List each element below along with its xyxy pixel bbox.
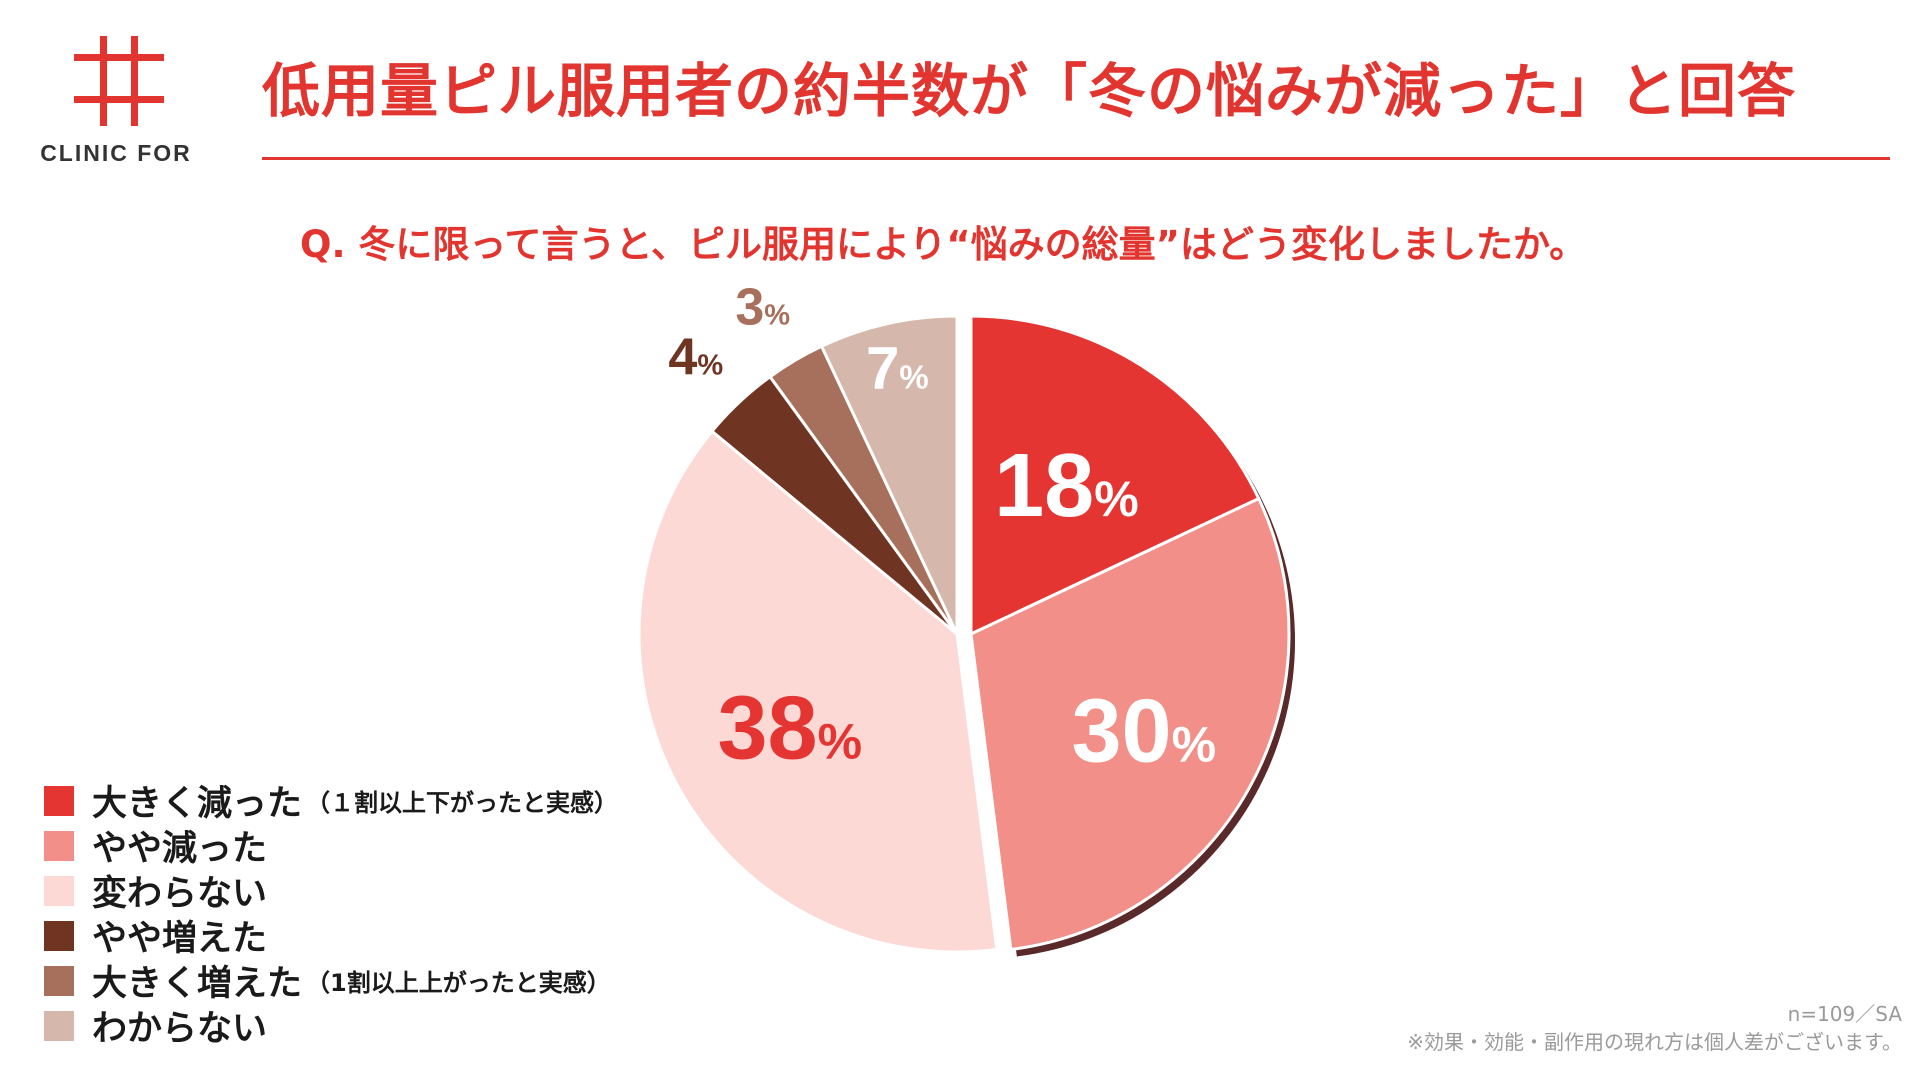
survey-question: Q. 冬に限って言うと、ピル服用により“悩みの総量”はどう変化しましたか。 <box>300 223 1587 266</box>
legend-item: 大きく減った （１割以上下がったと実感） <box>44 778 664 824</box>
disclaimer: ※効果・効能・副作用の現れ方は個人差がございます。 <box>1407 1030 1902 1054</box>
chart-legend: 大きく減った （１割以上下がったと実感） やや減った 変わらない やや増えた 大… <box>44 778 664 1049</box>
legend-label: わからない <box>92 1009 268 1049</box>
pie-data-label: 30% <box>1071 681 1216 781</box>
legend-item: 変わらない <box>44 868 664 914</box>
pie-slice <box>969 496 1291 952</box>
legend-swatch <box>44 875 74 906</box>
pie-data-label: 18% <box>994 436 1139 536</box>
pie-data-label: 4% <box>668 329 723 387</box>
legend-swatch <box>44 965 74 996</box>
legend-label: 大きく減った <box>92 784 303 824</box>
legend-item: わからない <box>44 1003 664 1049</box>
pie-slice <box>637 429 999 954</box>
legend-label: 大きく増えた <box>92 964 303 1004</box>
legend-swatch <box>44 920 74 951</box>
page-title: 低用量ピル服用者の約半数が「冬の悩みが減った」と回答 <box>262 57 1797 125</box>
legend-item: やや減った <box>44 823 664 869</box>
pie-data-label: 38% <box>718 678 863 778</box>
sample-size: n=109／SA <box>1787 1002 1902 1026</box>
legend-item: やや増えた <box>44 913 664 959</box>
legend-swatch <box>44 785 74 816</box>
pie-data-label: 3% <box>735 278 790 336</box>
legend-swatch <box>44 830 74 861</box>
legend-note: （1割以上上がったと実感） <box>306 969 611 997</box>
pie-slice <box>969 314 1261 637</box>
cross-logo-icon <box>74 36 164 126</box>
legend-label: やや減った <box>92 829 268 869</box>
pie-data-label: 7% <box>866 335 929 402</box>
title-divider <box>262 157 1890 160</box>
legend-note: （１割以上下がったと実感） <box>306 789 619 817</box>
logo-text: CLINIC FOR <box>40 140 192 166</box>
legend-label: 変わらない <box>92 874 268 914</box>
legend-swatch <box>44 1010 74 1041</box>
legend-label: やや増えた <box>92 919 268 959</box>
legend-item: 大きく増えた （1割以上上がったと実感） <box>44 958 664 1004</box>
pie-slice <box>819 314 959 635</box>
clinic-for-logo: CLINIC FOR <box>36 36 206 166</box>
